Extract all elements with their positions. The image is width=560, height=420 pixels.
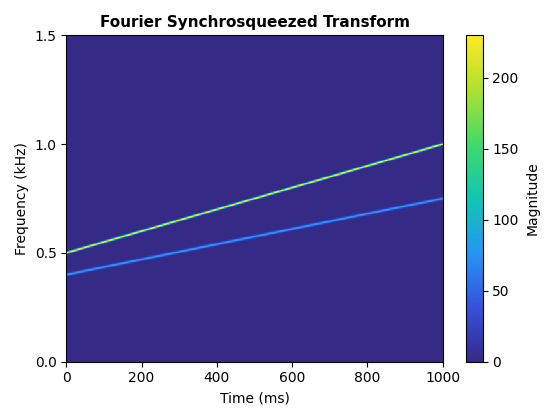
X-axis label: Time (ms): Time (ms) <box>220 391 290 405</box>
Title: Fourier Synchrosqueezed Transform: Fourier Synchrosqueezed Transform <box>100 15 409 30</box>
Y-axis label: Frequency (kHz): Frequency (kHz) <box>15 142 29 255</box>
Y-axis label: Magnitude: Magnitude <box>526 162 540 235</box>
